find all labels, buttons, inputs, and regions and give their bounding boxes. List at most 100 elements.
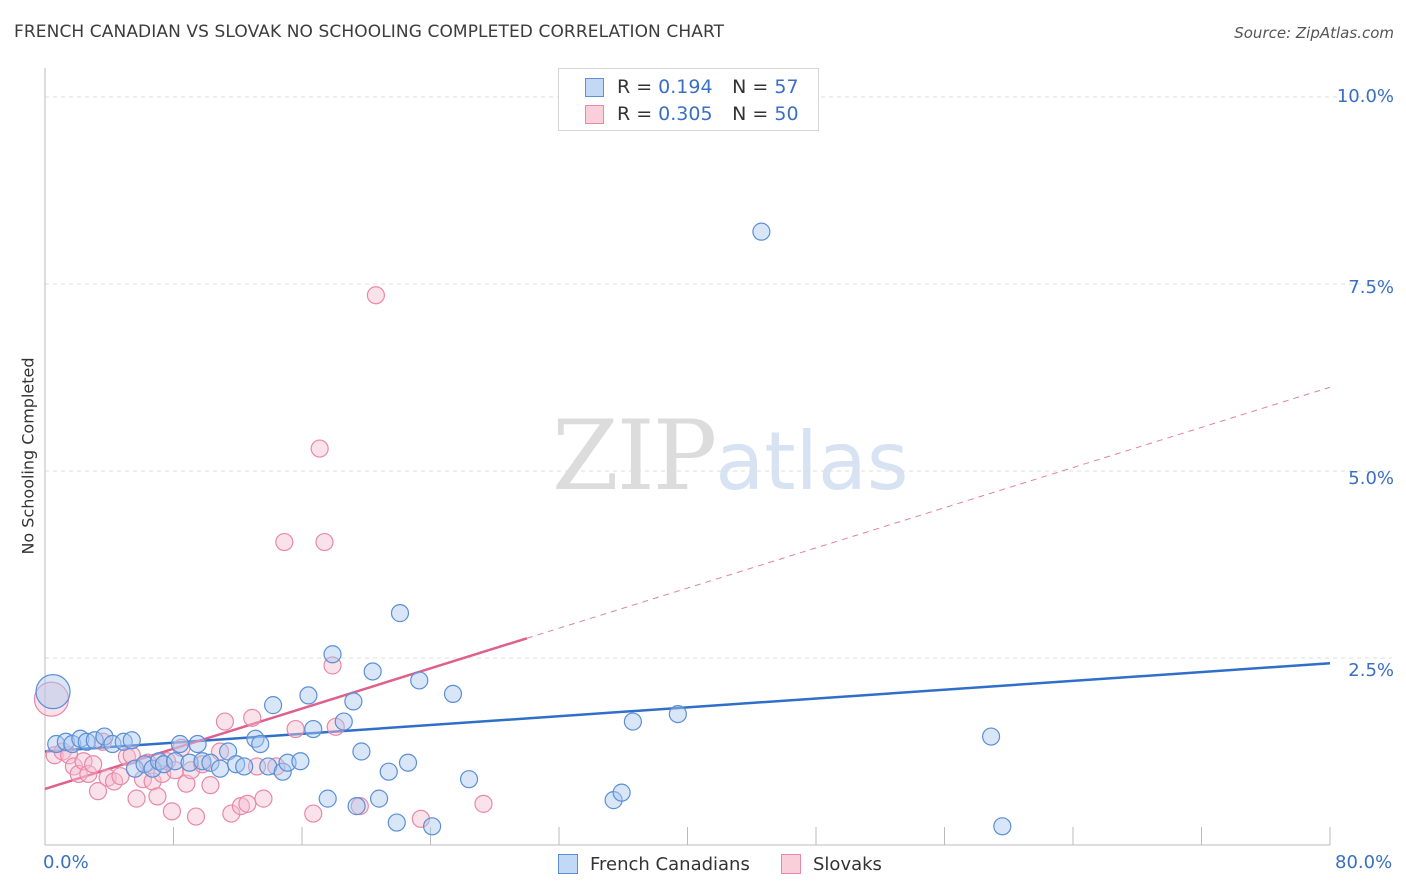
french-canadians-point bbox=[188, 734, 207, 754]
french-canadians-point bbox=[334, 712, 353, 731]
french-canadians-point bbox=[443, 684, 463, 704]
french-canadians-point bbox=[668, 704, 687, 724]
french-canadians-point bbox=[143, 759, 162, 778]
slovaks-point bbox=[215, 712, 234, 731]
french-canadians-point bbox=[35, 674, 71, 710]
slovaks-point bbox=[222, 804, 241, 823]
y-tick-label-10: 10.0% bbox=[1336, 86, 1394, 107]
french-canadians-point bbox=[390, 604, 410, 623]
gridlines bbox=[45, 96, 1392, 659]
bottom-legend-french-canadians: French Canadians bbox=[558, 852, 750, 876]
french-canadians-point bbox=[251, 734, 270, 754]
french-canadians-point bbox=[210, 759, 230, 778]
french-canadians-point bbox=[166, 752, 185, 771]
slovaks-point bbox=[186, 807, 206, 826]
french-canadians-point bbox=[423, 817, 442, 836]
r-value: 0.194 bbox=[658, 76, 713, 98]
french-canadians-point bbox=[612, 783, 631, 802]
slovaks-point bbox=[310, 439, 329, 458]
french-canadians-point bbox=[323, 645, 342, 664]
french-canadians-point bbox=[370, 789, 389, 808]
slovaks-point bbox=[366, 286, 385, 305]
french-canadians-point bbox=[363, 662, 382, 681]
legend-label: Slovaks bbox=[813, 853, 882, 875]
n-label: N = bbox=[732, 76, 769, 98]
zipatlas-watermark: ZIPatlas bbox=[552, 400, 909, 512]
pink-swatch bbox=[781, 854, 801, 874]
french-canadians-point bbox=[154, 755, 173, 774]
french-canadians-point bbox=[993, 817, 1012, 836]
french-canadians-point bbox=[304, 719, 323, 739]
slovaks-point bbox=[474, 794, 493, 813]
french-canadians-point bbox=[122, 731, 141, 750]
r-label: R = bbox=[617, 103, 653, 125]
slovaks-point bbox=[286, 719, 305, 739]
french-canadians-point bbox=[752, 222, 771, 241]
french-canadians-point bbox=[299, 686, 318, 705]
french-canadians-point bbox=[387, 813, 406, 832]
slovaks-point bbox=[79, 764, 98, 784]
blue-swatch bbox=[585, 77, 604, 97]
slovaks-point bbox=[177, 774, 196, 793]
r-label: R = bbox=[617, 76, 653, 98]
french-canadians-point bbox=[246, 729, 265, 748]
blue-swatch bbox=[558, 854, 578, 874]
trend-lines bbox=[44, 386, 1331, 791]
n-label: N = bbox=[732, 103, 769, 125]
slovaks-point bbox=[127, 789, 146, 808]
slovaks-point bbox=[315, 532, 334, 552]
x-tick-label-80: 80.0% bbox=[1335, 852, 1393, 873]
legend-label: French Canadians bbox=[590, 853, 750, 875]
french-canadians-point bbox=[170, 734, 190, 754]
slovaks-point bbox=[243, 708, 262, 727]
french-canadians-trend-line bbox=[44, 661, 1331, 753]
slovaks-point bbox=[88, 782, 108, 801]
french-canadians-point bbox=[201, 753, 220, 772]
slovaks-point bbox=[111, 767, 130, 786]
french-canadians-point bbox=[347, 797, 366, 816]
slovaks-point bbox=[254, 789, 273, 808]
y-tick-label-7-5: 7.5% bbox=[1348, 277, 1394, 298]
french-canadians-point bbox=[291, 752, 310, 771]
french-canadians-point bbox=[623, 712, 642, 731]
french-canadians-point bbox=[263, 696, 283, 715]
pink-swatch bbox=[585, 104, 604, 124]
legend-row-french-canadians: R = 0.194 N = 57 bbox=[585, 75, 799, 99]
n-value: 50 bbox=[774, 103, 799, 125]
french-canadians-point bbox=[352, 742, 371, 761]
stats-legend: R = 0.194 N = 57 R = 0.305 N = 50 bbox=[558, 68, 819, 131]
slovaks-trend-line-extension bbox=[526, 386, 1331, 639]
french-canadians-point bbox=[981, 727, 1001, 746]
bottom-legend-slovaks: Slovaks bbox=[781, 852, 882, 876]
french-canadians-point bbox=[85, 731, 104, 750]
french-canadians-point bbox=[103, 734, 122, 754]
slovaks-point bbox=[304, 804, 323, 823]
watermark-zip: ZIP bbox=[552, 400, 717, 512]
french-canadians-point bbox=[125, 759, 145, 778]
slovaks-point bbox=[84, 755, 103, 774]
french-canadians-point bbox=[379, 762, 398, 781]
slovaks-point bbox=[201, 776, 220, 795]
french-canadians-point bbox=[149, 752, 169, 771]
french-canadians-point bbox=[344, 692, 363, 711]
french-canadians-point bbox=[459, 770, 479, 789]
n-value: 57 bbox=[774, 76, 799, 98]
french-canadians-point bbox=[235, 757, 254, 776]
slovaks-point bbox=[238, 794, 257, 813]
slovaks-trend-line bbox=[44, 637, 528, 791]
x-tick-label-0: 0.0% bbox=[43, 852, 89, 873]
slovaks-point bbox=[148, 787, 167, 806]
y-tick-label-2-5: 2.5% bbox=[1348, 660, 1394, 681]
legend-row-slovaks: R = 0.305 N = 50 bbox=[585, 102, 799, 126]
slovaks-point bbox=[275, 532, 294, 552]
french-canadians-point bbox=[318, 789, 337, 808]
slovaks-point bbox=[162, 802, 181, 821]
chart-title: FRENCH CANADIAN VS SLOVAK NO SCHOOLING C… bbox=[14, 22, 725, 42]
slovaks-point bbox=[122, 746, 141, 765]
watermark-atlas: atlas bbox=[715, 415, 909, 508]
y-tick-label-5: 5.0% bbox=[1348, 468, 1394, 489]
french-canadians-point bbox=[398, 753, 418, 772]
french-canadians-points bbox=[35, 222, 1012, 836]
french-canadians-point bbox=[273, 762, 292, 781]
